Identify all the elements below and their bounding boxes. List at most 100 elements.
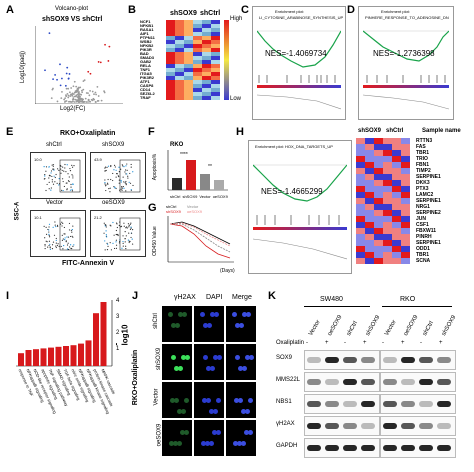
- go-chart: 4 3 2 1 -log10 response to TNF NFKappaB s…: [12, 296, 129, 466]
- if-sidelabel: RKO+Oxaliplatin: [132, 349, 140, 406]
- od-ylabel: OD450 Value: [151, 226, 158, 256]
- heatmap-h-gene: SERPINE1: [416, 174, 441, 180]
- gsea-c-curve: [257, 30, 341, 110]
- panel-d-label: D: [347, 4, 355, 16]
- wb-oxa: Oxaliplatin: [276, 340, 305, 346]
- if-image: [226, 306, 256, 342]
- heatmap-b-gene: BAD: [140, 51, 149, 56]
- flow-dots: [43, 159, 141, 251]
- flow-title: RKO+Oxaliplatin: [60, 130, 116, 137]
- heatmap-h-col3: Sample name: [422, 128, 461, 134]
- if-image: [194, 344, 224, 380]
- go-bar: [55, 346, 62, 366]
- western-blot: SW480 RKO Vector oeSOX9 shCtrl shSOX9 Vector…: [276, 296, 470, 468]
- heatmap-b-gene: PIK3R: [140, 47, 152, 52]
- wb-blot-strip: [304, 372, 380, 392]
- panel-f-label: F: [148, 126, 155, 138]
- heatmap-b-low: Low: [230, 96, 242, 102]
- heatmap-h-grid: [356, 138, 410, 264]
- wb-oxa-sign: +: [401, 340, 405, 346]
- gsea-c-nes: NES=-1.4069734: [265, 49, 327, 58]
- heatmap-b-gene: ITGA5: [140, 71, 152, 76]
- if-col-2: DAPI: [206, 294, 223, 301]
- heatmap-b-col1: shSOX9: [170, 10, 197, 17]
- heatmap-b-scale: [224, 20, 229, 100]
- go-tick-1: 1: [116, 346, 120, 352]
- go-bar: [63, 346, 69, 366]
- sig-2: **: [208, 164, 212, 170]
- heatmap-h-gene: JUN: [416, 216, 427, 222]
- od-chart: shCtrl Vector shSOX9 oeSOX9 OD450 Value (D…: [152, 204, 240, 276]
- go-bar: [78, 343, 84, 366]
- gsea-d-set: PINHERE_RESPONSE_TO_ADENOSINE_DN: [365, 15, 449, 20]
- gsea-d-head: Enrichment plot:: [381, 9, 410, 14]
- gsea-d-nes: NES=-1.2736398: [373, 49, 435, 58]
- panel-i-label: I: [6, 290, 10, 302]
- wb-oxa-sign: -: [306, 340, 308, 346]
- go-bar: [48, 347, 54, 366]
- wb-oxa-sign: -: [344, 340, 346, 346]
- wb-oxa-sign: +: [439, 340, 443, 346]
- heatmap-h-genes: RTTN3 FAS TBR1 TRIO FBN1 TIMP2 SERPINE1 DKK3 PTX…: [416, 138, 466, 264]
- heatmap-h-gene: ODD1: [416, 246, 430, 252]
- if-image: [194, 306, 224, 342]
- go-bar: [70, 345, 77, 366]
- od-xlabel: (Days): [220, 268, 235, 274]
- wb-protein-label: MMS22L: [276, 377, 301, 383]
- volcano-subtitle: shSOX9 VS shCtrl: [42, 16, 103, 23]
- wb-protein-label: GAPDH: [276, 443, 298, 449]
- bar-shctrl: [172, 178, 182, 190]
- heatmap-h-gene: SCNA: [416, 258, 431, 264]
- heatmap-b: shSOX9 shCtrl NCF1 NFKB1 RASA1 AIF1 PTPN11 WS…: [140, 8, 243, 120]
- heatmap-h-gene: TRIO: [416, 156, 428, 162]
- sig-1: ****: [180, 152, 188, 158]
- wb-column-label: shCtrl: [422, 320, 436, 337]
- wb-oxa-sign: +: [325, 340, 329, 346]
- wb-column-label: oeSOX9: [403, 314, 420, 337]
- wb-protein-label: SOX9: [276, 355, 293, 361]
- go-bar: [40, 348, 47, 366]
- wb-column-label: oeSOX9: [327, 314, 344, 337]
- heatmap-h-gene: RTTN3: [416, 138, 433, 144]
- heatmap-h-gene: SERPINE2: [416, 210, 441, 216]
- wb-blot-strip: [380, 438, 456, 458]
- wb-column-label: shSOX9: [441, 314, 458, 337]
- wb-protein-label: NBS1: [276, 399, 292, 405]
- wb-column-label: Vector: [308, 319, 322, 337]
- volcano-plot: Volcano-plot shSOX9 VS shCtrl Log10(padj…: [20, 6, 125, 114]
- wb-signs: - + - + - + - +: [304, 340, 464, 348]
- if-col-1: γH2AX: [174, 294, 196, 301]
- heatmap-h-gene: FBN1: [416, 162, 430, 168]
- gsea-h-head: Enrichment plot: HOX_DNA_TARGETS_UP: [255, 144, 333, 149]
- volcano-title: Volcano-plot: [55, 6, 89, 12]
- panel-j-label: J: [132, 290, 139, 302]
- heatmap-h-col1: shSOX9: [358, 128, 382, 134]
- heatmap-b-gene: RASA1: [140, 27, 154, 32]
- panel-a-label: A: [6, 4, 14, 16]
- apoptosis-xcats: shCtrl shSOX9 Vector oeSOX9: [170, 194, 228, 199]
- heatmap-b-genes: NCF1 NFKB1 RASA1 AIF1 PTPN11 WSB2 NFKB2 PIK3R BA…: [140, 20, 164, 100]
- if-image: [226, 344, 256, 380]
- line-oesox9: [169, 222, 231, 247]
- line-shsox9: [169, 223, 231, 259]
- flow-col2: shSOX9: [102, 142, 125, 148]
- wb-blot-strip: [304, 394, 380, 414]
- wb-oxa-sign: -: [382, 340, 384, 346]
- heatmap-b-gene: WSB2: [140, 39, 152, 44]
- panel-b-label: B: [128, 4, 136, 16]
- heatmap-h-gene: TBR1: [416, 252, 430, 258]
- heatmap-b-gene: RELA: [140, 63, 151, 68]
- heatmap-b-gene: CD14: [140, 87, 151, 92]
- wb-oxa-sign: +: [363, 340, 367, 346]
- heatmap-h-gene: SERPINE1: [416, 198, 441, 204]
- heatmap-h-gene: NRG1: [416, 204, 430, 210]
- gsea-c-set: LI_CYTOSINE_ARABINOSE_SYNTHESIS_UP: [259, 15, 344, 20]
- heatmap-h-gene: FAS: [416, 144, 426, 150]
- heatmap-b-gene: NFKB1: [140, 23, 154, 28]
- go-bar: [33, 349, 39, 366]
- heatmap-h-gene: TBR1: [416, 150, 430, 156]
- od-lines: [167, 216, 234, 263]
- panel-e-label: E: [6, 126, 14, 138]
- flow-panel: RKO+Oxaliplatin shCtrl shSOX9 10.0 43.9 …: [14, 128, 156, 296]
- heatmap-b-high: High: [230, 16, 243, 22]
